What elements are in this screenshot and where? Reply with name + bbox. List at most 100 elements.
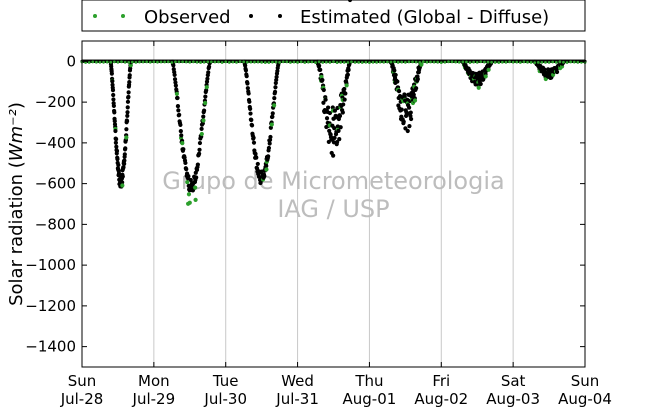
observed-point <box>128 63 133 68</box>
x-tick-label-day: Sat <box>501 372 526 390</box>
estimated-point <box>251 135 256 140</box>
observed-point <box>163 60 167 64</box>
observed-point <box>500 60 504 64</box>
estimated-point <box>126 90 131 95</box>
estimated-point <box>197 151 202 156</box>
observed-point <box>439 61 443 64</box>
estimated-point <box>332 135 337 140</box>
estimated-point <box>273 80 278 86</box>
estimated-point <box>554 69 560 75</box>
estimated-point <box>188 177 193 183</box>
observed-point <box>148 60 152 64</box>
estimated-point <box>332 126 337 131</box>
x-tick-label-date: Aug-01 <box>343 390 397 408</box>
observed-point <box>206 60 210 64</box>
observed-point <box>421 60 425 64</box>
estimated-point <box>248 106 253 112</box>
observed-point <box>281 60 285 64</box>
estimated-point <box>186 173 191 179</box>
estimated-point <box>249 123 255 128</box>
observed-point <box>303 61 307 64</box>
estimated-point <box>343 91 348 96</box>
observed-point <box>321 61 325 64</box>
observed-point <box>468 61 472 64</box>
observed-point <box>497 61 501 64</box>
estimated-point <box>415 77 420 82</box>
estimated-point <box>414 86 419 91</box>
observed-point <box>177 60 181 64</box>
observed-point <box>134 60 138 64</box>
observed-point <box>475 60 479 64</box>
estimated-point <box>323 97 328 102</box>
observed-point <box>296 61 299 64</box>
observed-point <box>202 60 206 64</box>
observed-point <box>533 61 537 64</box>
observed-point <box>436 60 440 64</box>
watermark-text: Grupo de Micrometeorologia <box>162 167 504 195</box>
estimated-point <box>125 105 130 110</box>
estimated-point <box>272 96 277 101</box>
x-tick-label-date: Jul-30 <box>203 390 247 408</box>
observed-point <box>152 60 156 64</box>
estimated-point <box>321 100 326 105</box>
observed-point <box>393 60 396 64</box>
observed-point <box>540 60 544 64</box>
observed-point <box>184 60 188 64</box>
observed-point <box>346 61 350 64</box>
observed-point <box>472 60 476 64</box>
estimated-point <box>267 141 272 146</box>
estimated-point <box>201 108 207 113</box>
observed-point <box>245 60 249 64</box>
estimated-point <box>124 127 129 132</box>
estimated-point <box>112 118 117 124</box>
estimated-point <box>406 105 412 110</box>
estimated-point <box>251 140 257 145</box>
observed-point <box>353 60 357 64</box>
y-tick-label: −400 <box>35 134 76 152</box>
observed-point <box>112 60 116 64</box>
estimated-point <box>270 111 275 116</box>
observed-point <box>407 60 411 64</box>
observed-point <box>486 67 491 72</box>
estimated-point <box>337 113 343 119</box>
observed-point <box>350 60 353 64</box>
observed-point <box>324 60 328 64</box>
y-tick-label: −1000 <box>25 256 76 274</box>
estimated-point <box>268 134 273 140</box>
observed-point <box>317 60 321 64</box>
x-tick-label-date: Aug-03 <box>486 390 540 408</box>
estimated-point <box>326 105 331 110</box>
estimated-point <box>112 110 117 115</box>
estimated-point <box>122 161 127 166</box>
estimated-point <box>181 147 186 152</box>
observed-point <box>511 60 515 64</box>
estimated-point <box>206 64 212 69</box>
observed-point <box>569 60 573 64</box>
observed-point <box>292 60 296 64</box>
x-tick-label-date: Aug-04 <box>558 390 612 408</box>
estimated-point <box>330 105 335 110</box>
observed-point <box>342 61 346 64</box>
observed-point <box>306 60 310 64</box>
observed-point <box>335 61 339 64</box>
y-tick-label: 0 <box>66 52 76 70</box>
x-tick-label-day: Wed <box>281 372 314 390</box>
estimated-point <box>401 119 406 124</box>
observed-point <box>357 60 361 64</box>
observed-point <box>116 60 120 64</box>
estimated-point <box>324 116 330 121</box>
estimated-point <box>120 180 125 185</box>
estimated-point <box>206 70 211 75</box>
observed-point <box>389 60 393 64</box>
observed-point <box>572 60 576 64</box>
y-tick-label: −1200 <box>25 297 76 315</box>
observed-point <box>360 61 364 64</box>
observed-point <box>263 61 267 64</box>
estimated-point <box>194 175 199 180</box>
estimated-point <box>175 95 180 101</box>
estimated-point <box>183 160 188 166</box>
estimated-point <box>197 140 203 146</box>
x-tick-label-day: Thu <box>354 372 383 390</box>
